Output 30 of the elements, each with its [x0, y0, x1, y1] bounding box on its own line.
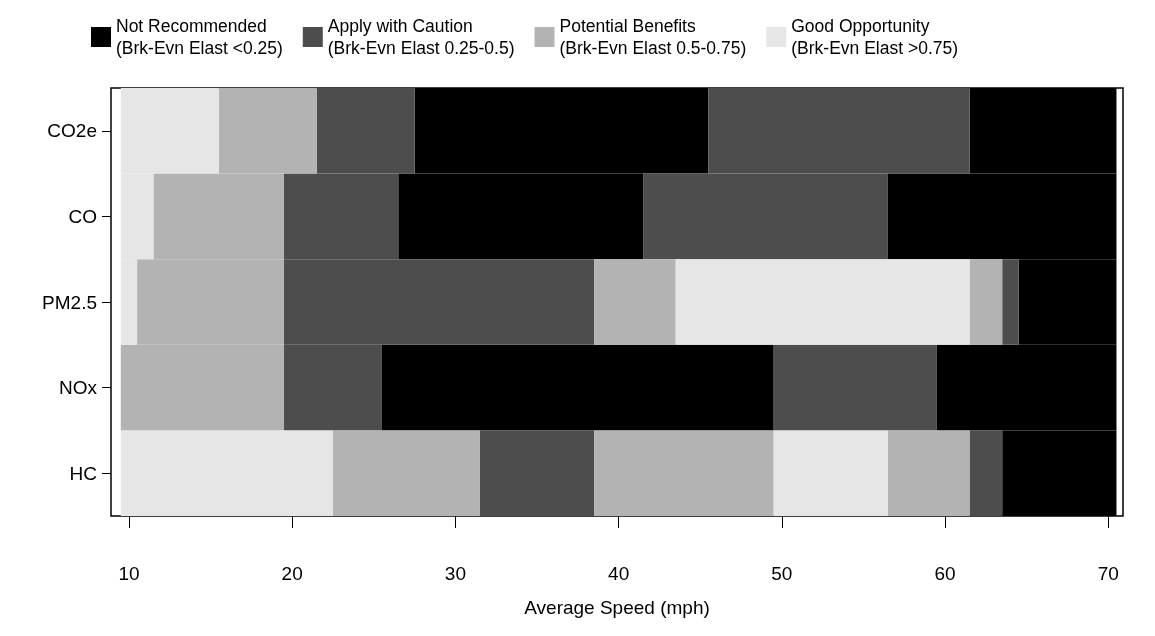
bar: [381, 344, 774, 431]
bar: [969, 259, 1003, 345]
legend-label: Apply with Caution (Brk-Evn Elast 0.25-0.5): [327, 16, 515, 58]
legend-label: Potential Benefits (Brk-Evn Elast 0.5-0.75): [559, 16, 747, 58]
bar: [773, 430, 888, 516]
bar: [969, 430, 1003, 516]
bar: [773, 344, 937, 431]
y-tick-label: CO: [68, 205, 97, 227]
y-tick-label: HC: [69, 462, 97, 484]
y-tick-label: NOx: [59, 377, 98, 399]
x-tick-label: 40: [608, 563, 630, 584]
x-tick-label: 20: [281, 563, 303, 584]
x-tick-label: 50: [771, 563, 793, 584]
x-axis-title: Average Speed (mph): [524, 597, 710, 618]
y-tick-label: CO2e: [47, 120, 97, 142]
bar: [1002, 259, 1019, 345]
legend-label: Not Recommended (Brk-Evn Elast <0.25): [116, 16, 283, 58]
x-tick-label: 60: [934, 563, 956, 584]
bar: [479, 430, 595, 516]
bar: [675, 259, 970, 345]
bar: [120, 430, 333, 516]
bar: [594, 259, 676, 345]
y-tick-label: PM2.5: [42, 291, 97, 313]
x-tick-label: 70: [1097, 563, 1119, 584]
bar: [887, 430, 970, 516]
x-tick-label: 10: [118, 563, 140, 584]
x-tick-label: 30: [444, 563, 466, 584]
bar: [332, 430, 480, 516]
bar: [594, 430, 774, 516]
legend-label: Good Opportunity (Brk-Evn Elast >0.75): [791, 16, 959, 58]
